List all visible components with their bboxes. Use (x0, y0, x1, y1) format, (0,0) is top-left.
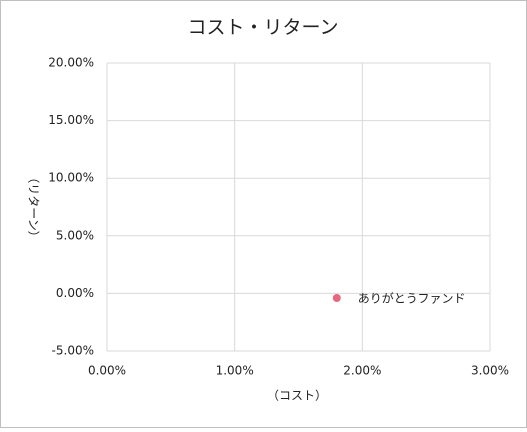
x-tick-label: 1.00% (216, 364, 254, 378)
x-tick-label: 0.00% (88, 364, 126, 378)
x-tick-label: 3.00% (471, 364, 509, 378)
y-tick-label: 15.00% (48, 113, 94, 127)
x-tick-label: 2.00% (343, 364, 381, 378)
y-tick-label: 10.00% (48, 171, 94, 185)
y-tick-label: -5.00% (52, 344, 94, 358)
x-axis-label: （コスト） (267, 389, 327, 403)
y-axis-label: （リターン） (27, 171, 41, 242)
point (332, 294, 341, 303)
y-tick-label: 20.00% (48, 56, 94, 70)
point-label: ありがとうファンド (358, 291, 466, 306)
chart-title: コスト・リターン (187, 17, 338, 39)
y-tick-label: 0.00% (56, 286, 94, 300)
y-tick-label: 5.00% (56, 228, 94, 242)
